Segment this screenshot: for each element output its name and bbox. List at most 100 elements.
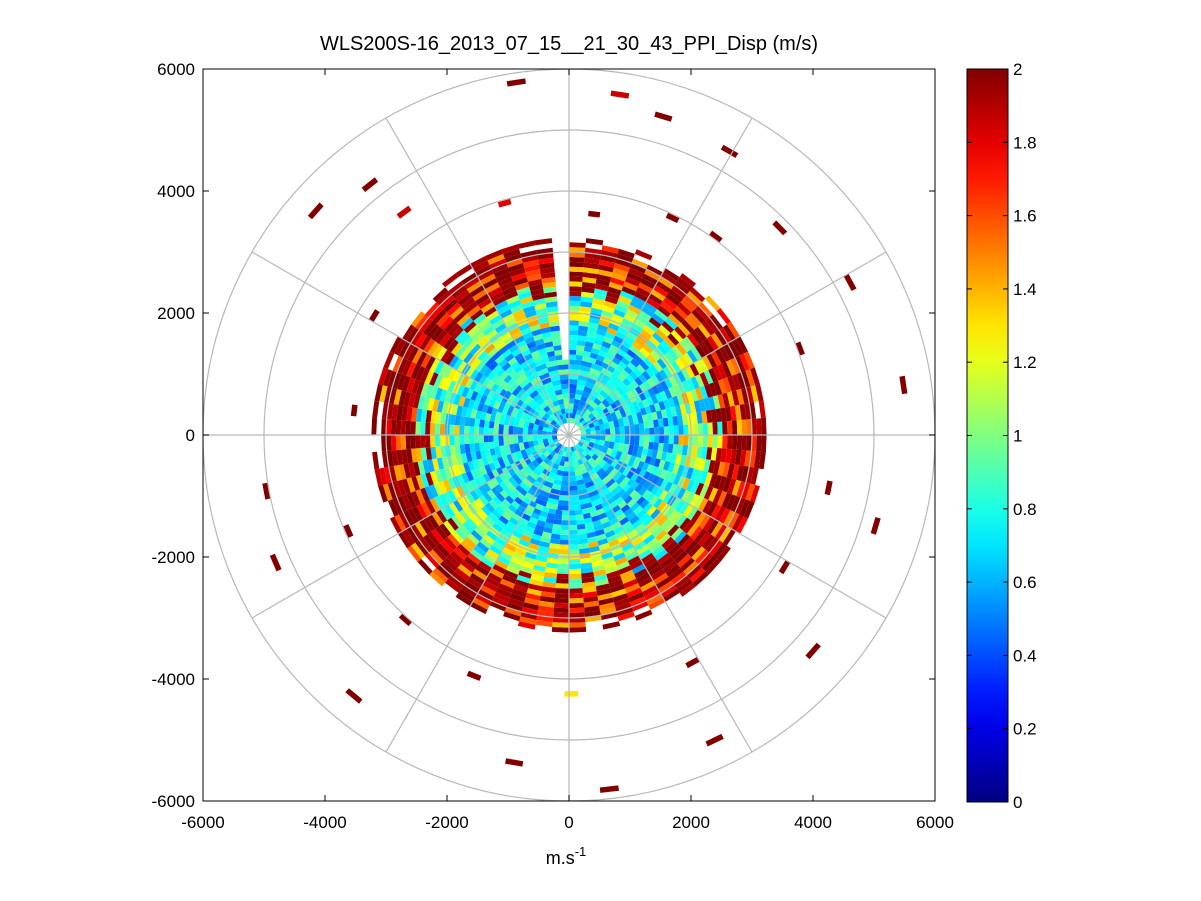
ppi-cell <box>429 484 439 498</box>
ppi-cell <box>554 349 562 356</box>
ppi-cell <box>489 568 504 579</box>
ppi-cell <box>569 271 584 277</box>
ppi-cell <box>584 480 595 489</box>
ppi-cell <box>478 560 493 573</box>
ppi-cell <box>731 464 740 480</box>
ppi-cell <box>593 293 607 301</box>
ppi-cell <box>611 505 621 514</box>
ppi-cell <box>638 392 647 401</box>
ppi-cell <box>588 412 595 420</box>
ppi-cell <box>501 244 520 254</box>
ppi-cell <box>510 462 520 474</box>
ppi-cell <box>435 411 442 424</box>
ppi-cell <box>581 450 588 457</box>
ppi-cell <box>528 440 535 448</box>
ppi-cell <box>388 387 397 405</box>
colorbar-tick-label: 0.8 <box>1013 500 1037 519</box>
ppi-cell <box>539 489 551 498</box>
ppi-cell <box>641 370 651 381</box>
ppi-outer-cell <box>345 688 363 704</box>
ppi-cell <box>532 435 538 441</box>
ppi-cell <box>664 470 673 482</box>
ppi-cell <box>526 504 535 513</box>
ppi-cell <box>606 327 618 336</box>
ppi-cell <box>560 524 569 531</box>
ppi-cell <box>415 314 429 330</box>
ppi-cell <box>585 435 591 439</box>
ppi-cell <box>425 552 440 568</box>
ppi-cell <box>443 319 457 334</box>
ppi-cell <box>627 498 637 508</box>
ppi-cell <box>659 479 669 490</box>
grid-spoke <box>251 251 570 436</box>
ppi-cell <box>569 510 576 516</box>
colorbar-tick-label: 1.8 <box>1013 133 1037 152</box>
ppi-cell <box>527 488 540 498</box>
ppi-cell <box>487 286 502 298</box>
ppi-cell <box>560 485 569 492</box>
ppi-cell <box>754 451 761 469</box>
ppi-cell <box>425 472 434 486</box>
ppi-cell <box>467 324 480 337</box>
ppi-cell <box>430 410 437 424</box>
ppi-cell <box>643 301 658 314</box>
ppi-cell <box>595 278 610 287</box>
ppi-cell <box>644 269 661 281</box>
ppi-cell <box>515 409 524 420</box>
ppi-cell <box>735 516 749 534</box>
ppi-cell <box>601 367 614 378</box>
ppi-cell <box>493 435 500 447</box>
ppi-cell <box>605 435 611 442</box>
ppi-cell <box>746 419 752 435</box>
ppi-cell <box>425 435 431 448</box>
ppi-cell <box>483 492 493 503</box>
ppi-cell <box>572 455 578 462</box>
ppi-cell <box>464 580 480 594</box>
ppi-cell <box>602 474 613 485</box>
ppi-cell <box>585 437 591 442</box>
ppi-cell <box>553 519 562 525</box>
ppi-outer-cell <box>262 482 271 500</box>
ppi-cell <box>556 578 569 584</box>
ppi-cell <box>664 351 675 364</box>
ppi-cell <box>556 409 563 416</box>
ppi-cell <box>469 369 480 381</box>
ppi-cell <box>604 530 616 539</box>
ppi-cell <box>431 528 444 544</box>
ppi-cell <box>392 497 404 515</box>
ppi-cell <box>526 341 537 349</box>
ppi-cell <box>464 443 471 454</box>
ppi-cell <box>755 383 764 402</box>
ppi-cell <box>715 408 723 422</box>
ppi-cell <box>581 472 590 480</box>
ppi-cell <box>602 453 611 463</box>
ppi-cell <box>617 611 635 622</box>
ppi-cell <box>492 337 504 348</box>
ppi-cell <box>529 416 537 424</box>
ppi-cell <box>706 519 719 535</box>
ppi-cell <box>463 556 478 569</box>
ppi-cell <box>536 476 546 485</box>
ppi-cell <box>627 402 637 415</box>
ppi-cell <box>649 427 655 435</box>
ppi-cell <box>450 306 464 320</box>
ppi-cell <box>617 443 625 453</box>
ppi-cell <box>693 360 704 375</box>
y-tick-label: 6000 <box>157 60 195 79</box>
ppi-cell <box>638 373 647 384</box>
ppi-cell <box>539 460 548 469</box>
ppi-cell <box>557 465 564 472</box>
ppi-cell <box>594 439 601 445</box>
ppi-cell <box>517 427 524 435</box>
ppi-cell <box>535 456 544 465</box>
ppi-cell <box>655 576 672 590</box>
ppi-cell <box>627 362 637 372</box>
ppi-cell <box>611 272 627 282</box>
ppi-cell <box>529 324 541 332</box>
ppi-cell <box>546 512 555 520</box>
ppi-cell <box>534 444 541 452</box>
ppi-cell <box>510 304 524 314</box>
ppi-cell <box>683 560 699 576</box>
ppi-cell <box>590 498 604 507</box>
ppi-cell <box>633 540 646 552</box>
